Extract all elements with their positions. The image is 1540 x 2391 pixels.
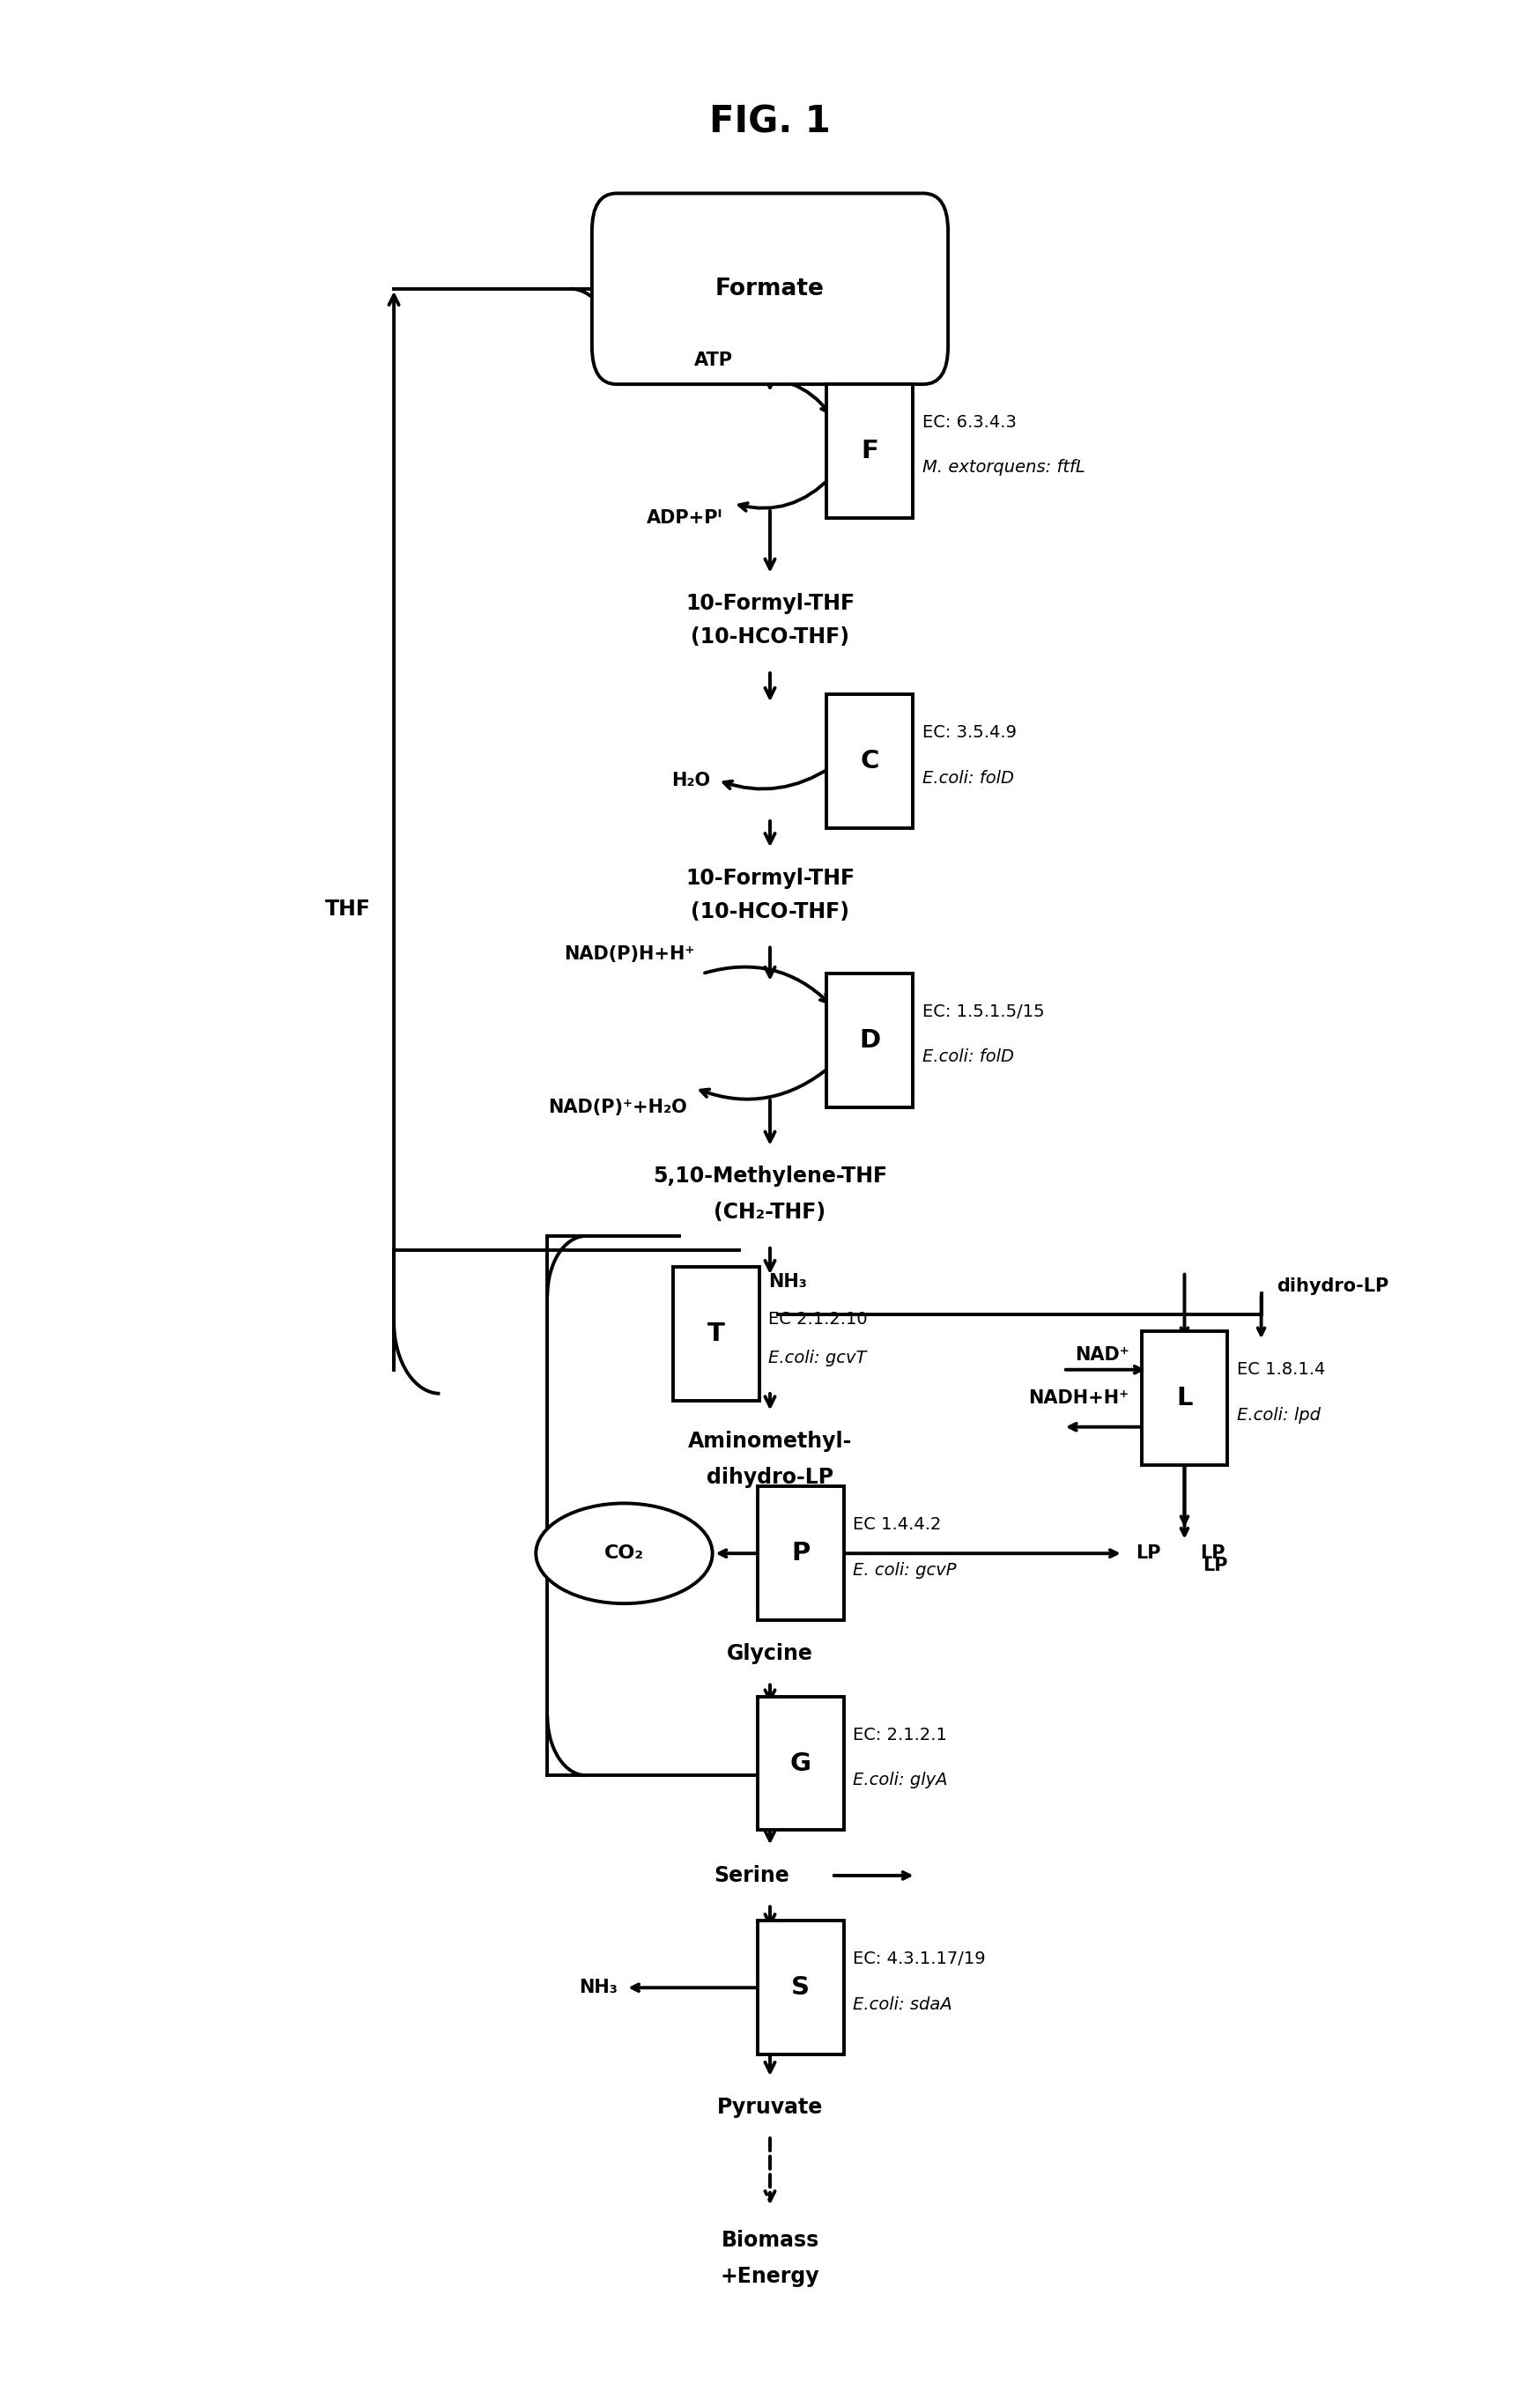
Text: Serine: Serine — [715, 1865, 790, 1886]
Text: (10-HCO-THF): (10-HCO-THF) — [691, 626, 849, 648]
Text: NH₃: NH₃ — [768, 1272, 807, 1291]
FancyBboxPatch shape — [827, 693, 913, 827]
Text: EC 1.8.1.4: EC 1.8.1.4 — [1237, 1360, 1324, 1377]
Text: 10-Formyl-THF: 10-Formyl-THF — [685, 593, 855, 614]
Text: E.coli: glyA: E.coli: glyA — [853, 1772, 947, 1788]
FancyBboxPatch shape — [591, 194, 949, 385]
Text: EC: 3.5.4.9: EC: 3.5.4.9 — [922, 724, 1016, 741]
Text: FIG. 1: FIG. 1 — [710, 103, 830, 141]
Text: Pyruvate: Pyruvate — [718, 2097, 822, 2118]
Text: ATP: ATP — [695, 351, 733, 368]
Text: EC: 2.1.2.1: EC: 2.1.2.1 — [853, 1726, 947, 1743]
Text: E.coli: sdaA: E.coli: sdaA — [853, 1996, 952, 2013]
Text: THF: THF — [325, 899, 371, 921]
FancyBboxPatch shape — [758, 1920, 844, 2054]
FancyBboxPatch shape — [673, 1267, 759, 1401]
Text: E. coli: gcvP: E. coli: gcvP — [853, 1561, 956, 1578]
Text: M. extorquens: ftfL: M. extorquens: ftfL — [922, 459, 1084, 476]
Text: NAD⁺: NAD⁺ — [1075, 1346, 1129, 1365]
Text: LP: LP — [1135, 1545, 1161, 1561]
Ellipse shape — [536, 1504, 713, 1604]
Text: NAD(P)⁺+H₂O: NAD(P)⁺+H₂O — [548, 1097, 687, 1117]
Text: CO₂: CO₂ — [604, 1545, 644, 1561]
Text: (10-HCO-THF): (10-HCO-THF) — [691, 901, 849, 923]
Text: (CH₂-THF): (CH₂-THF) — [715, 1203, 825, 1222]
Text: LP: LP — [1200, 1545, 1224, 1561]
Text: dihydro-LP: dihydro-LP — [707, 1466, 833, 1487]
Text: D: D — [859, 1028, 881, 1052]
Text: F: F — [861, 438, 878, 464]
Text: E.coli: folD: E.coli: folD — [922, 770, 1013, 787]
Text: C: C — [861, 748, 879, 775]
Text: NADH+H⁺: NADH+H⁺ — [1029, 1389, 1129, 1408]
Text: E.coli: folD: E.coli: folD — [922, 1050, 1013, 1066]
Text: P: P — [792, 1542, 810, 1566]
Text: T: T — [707, 1322, 725, 1346]
Text: EC: 1.5.1.5/15: EC: 1.5.1.5/15 — [922, 1004, 1044, 1021]
Text: L: L — [1177, 1387, 1192, 1411]
Text: EC 2.1.2.10: EC 2.1.2.10 — [768, 1310, 867, 1327]
Text: S: S — [792, 1975, 810, 1999]
Text: LP: LP — [1203, 1557, 1227, 1573]
Text: Formate: Formate — [716, 277, 824, 301]
Text: ADP+Pᴵ: ADP+Pᴵ — [647, 509, 722, 526]
Text: EC: 6.3.4.3: EC: 6.3.4.3 — [922, 414, 1016, 430]
Text: E.coli: lpd: E.coli: lpd — [1237, 1406, 1320, 1423]
Text: 10-Formyl-THF: 10-Formyl-THF — [685, 868, 855, 889]
Text: G: G — [790, 1750, 812, 1777]
Text: NH₃: NH₃ — [579, 1980, 618, 1996]
Text: E.coli: gcvT: E.coli: gcvT — [768, 1349, 867, 1365]
Text: dihydro-LP: dihydro-LP — [1277, 1277, 1389, 1296]
Text: 5,10-Methylene-THF: 5,10-Methylene-THF — [653, 1167, 887, 1186]
FancyBboxPatch shape — [827, 973, 913, 1107]
Text: Aminomethyl-: Aminomethyl- — [688, 1430, 852, 1451]
Text: Glycine: Glycine — [727, 1643, 813, 1664]
FancyBboxPatch shape — [827, 385, 913, 519]
Text: H₂O: H₂O — [671, 772, 710, 789]
FancyBboxPatch shape — [1141, 1332, 1227, 1466]
Text: EC 1.4.4.2: EC 1.4.4.2 — [853, 1516, 941, 1533]
FancyBboxPatch shape — [758, 1487, 844, 1621]
Text: +Energy: +Energy — [721, 2267, 819, 2286]
Text: EC: 4.3.1.17/19: EC: 4.3.1.17/19 — [853, 1951, 986, 1968]
Text: Biomass: Biomass — [721, 2231, 819, 2252]
Text: NAD(P)H+H⁺: NAD(P)H+H⁺ — [564, 947, 695, 964]
FancyBboxPatch shape — [758, 1698, 844, 1829]
